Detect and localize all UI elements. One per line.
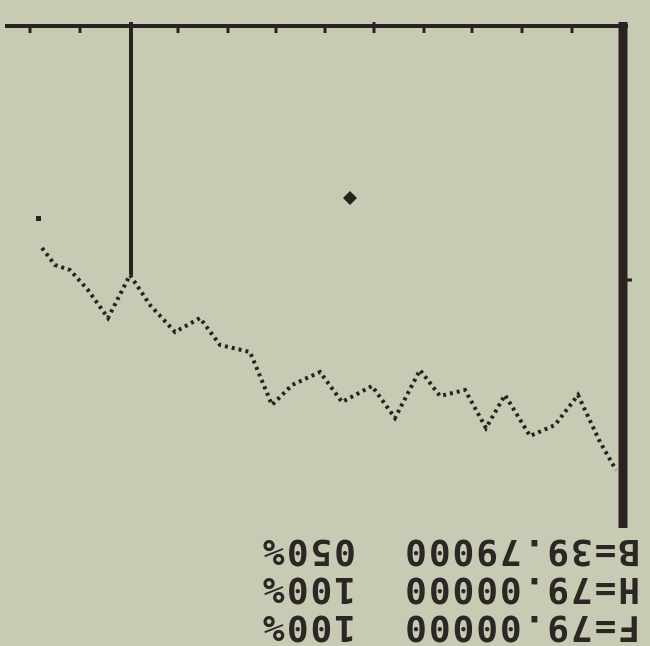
readout-line: B=39.79000 050% — [14, 532, 640, 570]
readout-line: H=79.00000 100% — [14, 570, 640, 608]
point — [36, 216, 41, 221]
lcd-screen: F=79.00000 100% H=79.00000 100% B=39.790… — [0, 0, 650, 646]
readout: F=79.00000 100% H=79.00000 100% B=39.790… — [14, 524, 640, 646]
trace — [42, 248, 616, 470]
marker — [343, 191, 357, 205]
page: F=79.00000 100% H=79.00000 100% B=39.790… — [0, 0, 650, 646]
readout-line: F=79.00000 100% — [14, 608, 640, 646]
ticks — [30, 22, 632, 280]
